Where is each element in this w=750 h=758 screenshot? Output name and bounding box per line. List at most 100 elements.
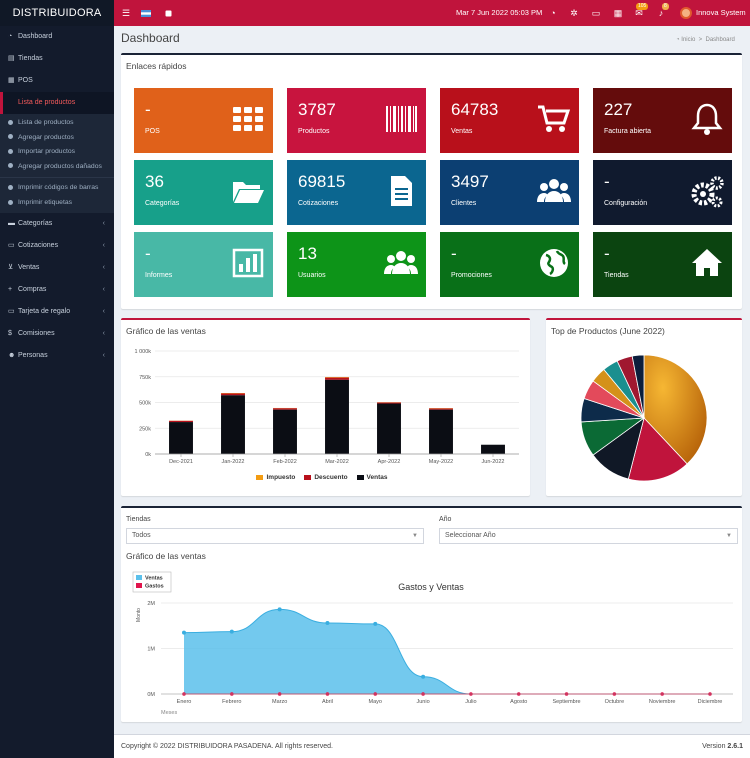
sidebar-subitem[interactable]: Imprimir etiquetas — [0, 196, 114, 211]
sidebar-item-categorias[interactable]: ▬ Categorías ‹ — [0, 213, 114, 235]
chevron-left-icon: ‹ — [102, 329, 105, 337]
sidebar-item-dashboard[interactable]: ◔ Dashboard — [0, 26, 114, 48]
point-ventas[interactable] — [421, 674, 426, 679]
flag-icon[interactable] — [138, 0, 154, 26]
cart-icon — [538, 105, 571, 132]
legend-swatch — [136, 583, 142, 588]
sidebar-item-lista-productos[interactable]: Lista de productos — [0, 92, 114, 114]
bar-ventas[interactable] — [377, 403, 401, 454]
bar-ventas[interactable] — [325, 379, 349, 454]
quick-link-tile-pos[interactable]: - POS — [134, 88, 273, 153]
quick-link-tile-categorías[interactable]: 36 Categorías — [134, 160, 273, 225]
version-label: Version — [702, 743, 726, 750]
sidebar-item-tarjeta-regalo[interactable]: ▭ Tarjeta de regalo ‹ — [0, 301, 114, 323]
expenses-area-chart: Gastos y Ventas 0M 1M 2M Monto Enero Febrero Ma… — [132, 571, 733, 716]
point-ventas[interactable] — [182, 630, 186, 635]
quick-link-tile-ventas[interactable]: 64783 Ventas — [440, 88, 579, 153]
legend-label[interactable]: Gastos — [145, 584, 164, 590]
area-ventas[interactable] — [184, 609, 710, 694]
quick-link-tile-configuración[interactable]: - Configuración — [593, 160, 732, 225]
bell-icon[interactable]: ♪ — [658, 8, 664, 18]
pie-slice[interactable] — [631, 354, 645, 419]
monitor-icon[interactable]: ▭ — [591, 8, 601, 18]
quick-link-tile-promociones[interactable]: - Promociones — [440, 232, 579, 297]
breadcrumb-home[interactable]: Inicio — [681, 37, 696, 43]
notes-icon[interactable]: ✉ — [635, 8, 643, 18]
sidebar-item-ventas[interactable]: ⊻ Ventas ‹ — [0, 257, 114, 279]
point-ventas[interactable] — [325, 621, 330, 626]
bar-ventas[interactable] — [169, 422, 193, 454]
fullscreen-icon[interactable] — [160, 0, 176, 26]
x-tick-label: Febrero — [222, 699, 241, 705]
chevron-down-icon: ▼ — [412, 533, 418, 539]
sidebar-subitem[interactable]: Lista de productos — [0, 116, 114, 131]
store-select[interactable]: Todos ▼ — [126, 528, 424, 544]
y-tick-label: 0k — [145, 452, 151, 458]
sidebar-item-personas[interactable]: ☻ Personas ‹ — [0, 345, 114, 367]
sidebar-item-comisiones[interactable]: $ Comisiones ‹ — [0, 323, 114, 345]
bar-descuento[interactable] — [221, 393, 245, 396]
legend-item[interactable]: Ventas — [356, 474, 388, 481]
legend-label[interactable]: Ventas — [145, 576, 163, 582]
legend-swatch — [136, 575, 142, 580]
bar-descuento[interactable] — [377, 402, 401, 404]
tile-label: Usuarios — [298, 272, 326, 279]
store-select-value: Todos — [132, 532, 151, 539]
sidebar-item-tiendas[interactable]: ▤ Tiendas — [0, 48, 114, 70]
sidebar-item-cotizaciones[interactable]: ▭ Cotizaciones ‹ — [0, 235, 114, 257]
quick-link-tile-productos[interactable]: 3787 Productos — [287, 88, 426, 153]
grid-icon[interactable]: ▦ — [613, 8, 623, 18]
sidebar-subitem[interactable]: Importar productos — [0, 145, 114, 160]
quick-link-tile-informes[interactable]: - Informes — [134, 232, 273, 297]
grid-icon — [233, 107, 263, 131]
bar-descuento[interactable] — [169, 420, 193, 423]
point-ventas[interactable] — [373, 621, 378, 626]
y-tick-label: 0M — [147, 692, 155, 698]
dashboard-icon[interactable]: ◔ — [550, 8, 556, 18]
quick-link-tile-usuarios[interactable]: 13 Usuarios — [287, 232, 426, 297]
user-menu[interactable]: Innova System — [696, 8, 746, 17]
quick-link-tile-cotizaciones[interactable]: 69815 Cotizaciones — [287, 160, 426, 225]
gear-icon[interactable]: ✲ — [570, 8, 578, 18]
bar-impuesto[interactable] — [325, 377, 349, 378]
bar-ventas[interactable] — [221, 395, 245, 454]
tile-value: 64783 — [451, 100, 499, 119]
sidebar-subitem[interactable]: Imprimir códigos de barras — [0, 181, 114, 196]
point-ventas[interactable] — [277, 607, 282, 612]
sidebar-subitem[interactable]: Agregar productos — [0, 131, 114, 146]
chevron-left-icon: ‹ — [102, 263, 105, 271]
pie-slice[interactable] — [627, 417, 688, 482]
dollar-icon: $ — [8, 329, 12, 337]
bar-descuento[interactable] — [325, 377, 349, 380]
bar-descuento[interactable] — [273, 408, 297, 410]
legend-item[interactable]: Descuento — [304, 474, 348, 481]
sidebar-subitem-label: Agregar productos — [18, 133, 74, 141]
sidebar-item-label: Personas — [18, 351, 48, 359]
quick-links-panel: Enlaces rápidos - POS 3787 Productos 64783 Ve… — [121, 53, 742, 309]
sidebar-item-compras[interactable]: + Compras ‹ — [0, 279, 114, 301]
sidebar-subitem[interactable]: Agregar productos dañados — [0, 160, 114, 175]
avatar[interactable] — [680, 7, 692, 19]
bar-ventas[interactable] — [429, 409, 453, 454]
users-icon — [537, 179, 571, 202]
bar-ventas[interactable] — [481, 444, 505, 454]
quick-link-tile-tiendas[interactable]: - Tiendas — [593, 232, 732, 297]
legend-item[interactable]: Impuesto — [256, 474, 295, 481]
legend-swatch — [256, 474, 264, 480]
year-select[interactable]: Seleccionar Año ▼ — [439, 528, 738, 544]
bar-ventas[interactable] — [273, 409, 297, 454]
x-tick-label: Abril — [322, 699, 333, 705]
quick-link-tile-factura-abierta[interactable]: 227 Factura abierta — [593, 88, 732, 153]
folder-icon — [233, 182, 264, 203]
pie-slice[interactable] — [643, 354, 708, 465]
sidebar-subitem-label: Lista de productos — [18, 119, 74, 126]
menu-toggle-icon[interactable]: ☰ — [121, 8, 131, 18]
brand-logo[interactable]: DISTRIBUIDORA — [0, 0, 114, 26]
sidebar-item-pos[interactable]: ▦ POS — [0, 70, 114, 92]
y-tick-label: 1M — [147, 647, 155, 653]
quick-link-tile-clientes[interactable]: 3497 Clientes — [440, 160, 579, 225]
bar-descuento[interactable] — [429, 408, 453, 410]
point-ventas[interactable] — [229, 629, 234, 634]
x-tick-label: Septiembre — [552, 699, 580, 705]
bell-icon — [691, 103, 723, 135]
